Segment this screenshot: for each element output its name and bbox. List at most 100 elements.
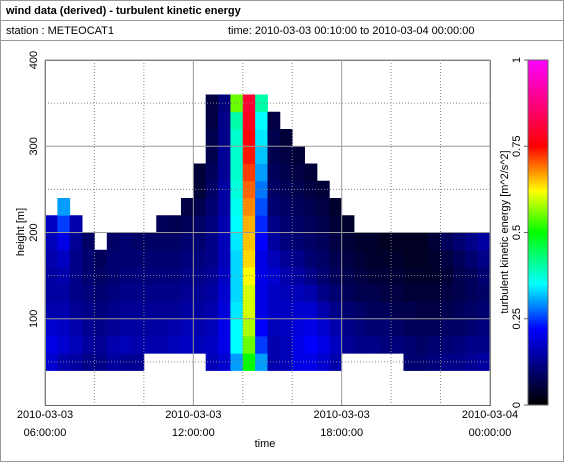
heatmap-cell [477,318,491,337]
heatmap-cell [94,267,108,285]
colorbar-tick-label: 0.75 [511,136,523,157]
heatmap-cell [316,198,330,216]
y-tick-label: 300 [28,137,40,155]
heatmap-cell [205,232,219,251]
heatmap-cell [279,267,293,285]
x-tick-label: 00:00:00 [469,427,512,439]
heatmap-cell [267,318,281,337]
heatmap-cell [230,301,244,320]
heatmap-cell [205,215,219,233]
heatmap-cell [279,318,293,337]
heatmap-cell [477,284,491,302]
heatmap-cell [45,232,58,251]
heatmap-cell [230,111,244,130]
heatmap-cell [440,249,454,268]
heatmap-cell [180,215,194,233]
heatmap-cell [230,146,244,164]
heatmap-cell [341,336,355,354]
heatmap-cell [57,232,71,251]
heatmap-cell [106,267,120,285]
time-range: time: 2010-03-03 00:10:00 to 2010-03-04 … [228,25,474,37]
heatmap-cell [230,198,244,216]
heatmap-cell [465,249,479,268]
heatmap-cell [477,336,491,354]
heatmap-cell [255,232,268,251]
heatmap-cell [415,249,429,268]
heatmap-cell [354,249,367,268]
x-tick-label: 18:00:00 [320,427,363,439]
heatmap-cell [119,284,132,302]
heatmap-cell [205,353,219,371]
heatmap-cell [143,301,157,320]
heatmap-cell [230,353,244,371]
heatmap-cell [193,301,207,320]
heatmap-cell [267,284,281,302]
heatmap-cell [45,301,58,320]
heatmap-cell [242,215,256,233]
heatmap-cell [156,232,170,251]
heatmap-cell [143,232,157,251]
heatmap-cell [57,215,71,233]
chart-title: wind data (derived) - turbulent kinetic … [5,5,242,17]
y-tick-label: 200 [28,223,40,241]
heatmap-cell [329,198,343,216]
heatmap-cell [106,336,120,354]
heatmap-cell [205,146,219,164]
heatmap-cell [218,336,231,354]
heatmap-cell [143,284,157,302]
heatmap-cell [82,336,95,354]
y-tick-label: 100 [28,310,40,328]
heatmap-cell [341,318,355,337]
heatmap-cell [292,336,305,354]
heatmap-cell [304,284,318,302]
heatmap-cell [106,353,120,371]
heatmap-cell [316,249,330,268]
heatmap-cell [267,111,281,130]
heatmap-cell [465,284,479,302]
heatmap-cell [119,353,132,371]
heatmap-cell [119,336,132,354]
heatmap-cell [316,232,330,251]
heatmap-cell [69,232,83,251]
station: station : METEOCAT1 [6,25,114,37]
heatmap-cell [255,215,268,233]
heatmap-cell [304,267,318,285]
heatmap-cell [341,215,355,233]
heatmap-cell [94,336,108,354]
heatmap-cell [292,318,305,337]
heatmap-cell [242,146,256,164]
heatmap-cell [57,301,71,320]
heatmap-cell [440,284,454,302]
heatmap-cell [428,301,441,320]
heatmap-cell [403,249,417,268]
heatmap-cell [57,198,71,216]
heatmap-cell [193,232,207,251]
heatmap-cell [242,198,256,216]
heatmap-cell [440,318,454,337]
heatmap-cell [415,267,429,285]
heatmap-cell [82,353,95,371]
heatmap-cell [354,318,367,337]
heatmap-cell [452,336,466,354]
heatmap-cell [255,301,268,320]
heatmap-cell [477,353,491,371]
heatmap-cell [304,249,318,268]
heatmap-cell [242,301,256,320]
heatmap-cell [391,301,404,320]
heatmap-cell [267,198,281,216]
heatmap-cell [329,353,343,371]
heatmap-cell [428,336,441,354]
heatmap-cell [193,318,207,337]
heatmap-cell [304,301,318,320]
heatmap-cell [230,249,244,268]
heatmap-cell [205,94,219,113]
heatmap-cell [403,284,417,302]
x-axis-label: time [255,438,276,450]
heatmap-cell [316,180,330,199]
heatmap-cell [168,284,182,302]
heatmap-cell [230,94,244,113]
heatmap-cell [205,267,219,285]
heatmap-cell [218,215,231,233]
heatmap-cell [168,232,182,251]
heatmap-cell [94,318,108,337]
